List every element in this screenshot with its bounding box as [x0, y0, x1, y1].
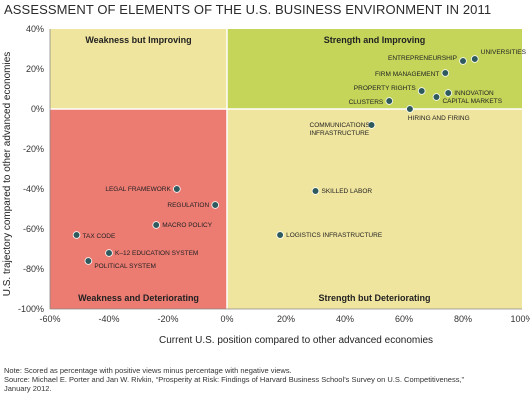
point-label: LOGISTICS INFRASTRUCTURE	[286, 232, 383, 239]
data-point	[385, 97, 394, 105]
source-text-continued: January 2012.	[4, 384, 52, 393]
data-point	[84, 257, 93, 265]
x-tick-label: 60%	[395, 314, 413, 324]
x-tick-label: 20%	[277, 314, 295, 324]
data-point	[470, 55, 479, 63]
source-text: Source: Michael E. Porter and Jan W. Riv…	[4, 375, 465, 384]
x-tick-label: 40%	[336, 314, 354, 324]
data-point	[211, 201, 220, 209]
point-label: COMMUNICATIONS INFRASTRUCTURE	[310, 122, 371, 137]
data-point	[105, 249, 113, 257]
y-axis-label: U.S. trajectory compared to other advanc…	[2, 52, 13, 297]
data-point	[173, 185, 181, 193]
point-label: UNIVERSITIES	[481, 49, 527, 56]
data-point	[276, 231, 284, 239]
data-point	[152, 221, 161, 229]
quadrant-strength-improving	[227, 29, 522, 109]
data-point	[406, 105, 414, 113]
quadrant-weakness-deteriorating	[50, 109, 227, 309]
x-tick-label: 0%	[220, 314, 233, 324]
point-label: SKILLED LABOR	[322, 188, 373, 195]
quadrant-layer: Weakness but Improving Strength and Impro…	[50, 29, 522, 309]
data-point	[444, 89, 453, 97]
footnotes: Note: Scored as percentage with positive…	[4, 366, 526, 393]
axis-layer	[49, 29, 522, 310]
point-label: FIRM MANAGEMENT	[375, 71, 439, 78]
note-text: Note: Scored as percentage with positive…	[4, 366, 292, 375]
data-point	[72, 231, 81, 239]
y-tick-label: 0%	[31, 104, 44, 114]
point-label: INNOVATION	[454, 90, 494, 97]
data-point	[367, 121, 376, 129]
chart-title: ASSESSMENT OF ELEMENTS OF THE U.S. BUSIN…	[4, 2, 492, 17]
quadrant-strength-deteriorating	[227, 109, 522, 309]
quadrant-label: Weakness but Improving	[85, 35, 191, 45]
x-tick-label: 100%	[510, 314, 530, 324]
point-label: PROPERTY RIGHTS	[354, 85, 417, 92]
y-tick-label: 20%	[26, 64, 44, 74]
data-point	[441, 69, 450, 77]
x-axis-label: Current U.S. position compared to other …	[159, 335, 433, 346]
quadrant-weakness-improving	[50, 29, 227, 109]
point-label: K–12 EDUCATION SYSTEM	[115, 250, 198, 257]
point-label: ENTREPRENEURSHIP	[388, 55, 457, 62]
y-tick-label: -60%	[23, 224, 44, 234]
data-point	[432, 93, 441, 101]
y-tick-label: -20%	[23, 144, 44, 154]
tick-label-layer: -60% -40% -20% 0% 20% 40% 60% 80% 100% 40% 20% 0% -2…	[18, 24, 530, 324]
data-point	[459, 57, 467, 65]
point-label: MACRO POLICY	[162, 222, 213, 229]
point-label: REGULATION	[167, 202, 209, 209]
point-label: HIRING AND FIRING	[408, 115, 470, 122]
x-tick-label: 80%	[454, 314, 472, 324]
x-tick-label: -60%	[39, 314, 60, 324]
x-tick-label: -40%	[98, 314, 119, 324]
y-tick-label: 40%	[26, 24, 44, 34]
scatter-chart: Weakness but Improving Strength and Impro…	[2, 24, 530, 346]
point-label: LEGAL FRAMEWORK	[105, 186, 171, 193]
quadrant-label: Strength and Improving	[324, 35, 426, 45]
point-label: CAPITAL MARKETS	[442, 98, 502, 105]
y-tick-label: -100%	[18, 304, 44, 314]
y-tick-label: -40%	[23, 184, 44, 194]
data-point	[311, 187, 320, 195]
point-label: CLUSTERS	[349, 99, 384, 106]
point-layer: UNIVERSITIES ENTREPRENEURSHIP FIRM MANAGEM…	[72, 49, 527, 270]
y-tick-label: -80%	[23, 264, 44, 274]
x-tick-label: -20%	[157, 314, 178, 324]
point-label: POLITICAL SYSTEM	[94, 263, 156, 270]
quadrant-label: Strength but Deteriorating	[319, 293, 431, 303]
point-label: TAX CODE	[83, 233, 116, 240]
quadrant-label: Weakness and Deteriorating	[78, 293, 199, 303]
data-point	[417, 87, 426, 95]
